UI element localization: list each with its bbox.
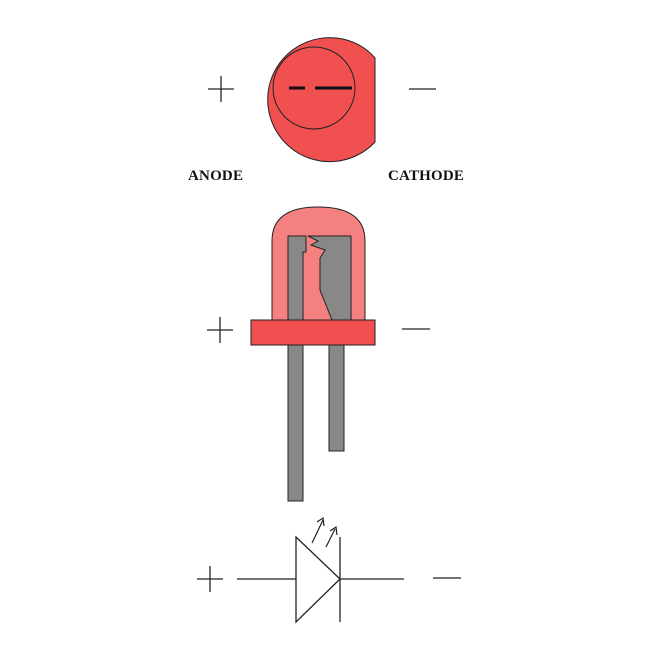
schematic-diode-triangle <box>295 535 341 624</box>
led-flange <box>250 319 376 346</box>
led-top-view <box>208 37 436 163</box>
led-top-inner-ring <box>272 46 356 130</box>
led-anode-lead <box>287 344 304 502</box>
top-plus-icon <box>208 76 234 102</box>
light-emission-arrows-icon <box>311 516 338 548</box>
led-schematic-symbol <box>197 516 461 624</box>
side-plus-icon <box>207 317 233 343</box>
schematic-plus-icon <box>197 566 223 592</box>
led-cathode-anvil <box>307 235 352 321</box>
led-anode-post <box>287 235 307 321</box>
led-cathode-lead <box>328 344 345 452</box>
anode-label: ANODE <box>188 168 244 184</box>
led-side-view <box>207 206 430 502</box>
cathode-label: CATHODE <box>388 168 465 184</box>
